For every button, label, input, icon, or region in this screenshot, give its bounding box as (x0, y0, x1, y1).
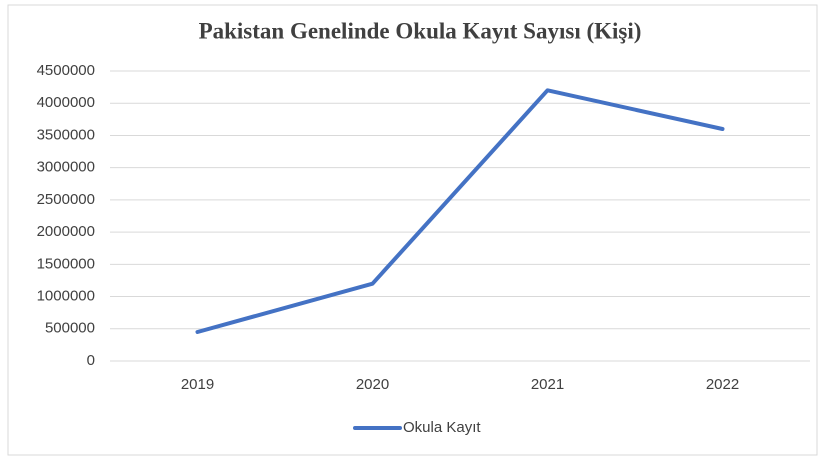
y-tick-label: 2500000 (37, 191, 95, 208)
y-tick-label: 3000000 (37, 159, 95, 176)
y-tick-label: 3500000 (37, 126, 95, 143)
y-tick-label: 0 (87, 352, 95, 369)
chart-frame (7, 4, 818, 456)
y-tick-label: 1500000 (37, 255, 95, 272)
legend-label: Okula Kayıt (403, 419, 481, 436)
y-tick-label: 500000 (45, 320, 95, 337)
x-tick-label: 2022 (706, 376, 739, 393)
x-tick-label: 2021 (531, 376, 564, 393)
y-tick-label: 1000000 (37, 288, 95, 305)
y-tick-label: 4000000 (37, 94, 95, 111)
chart-title: Pakistan Genelinde Okula Kayıt Sayısı (K… (199, 18, 642, 43)
y-tick-label: 4500000 (37, 62, 95, 79)
x-tick-label: 2019 (181, 376, 214, 393)
y-tick-label: 2000000 (37, 223, 95, 240)
x-tick-label: 2020 (356, 376, 389, 393)
data-line (195, 88, 725, 334)
